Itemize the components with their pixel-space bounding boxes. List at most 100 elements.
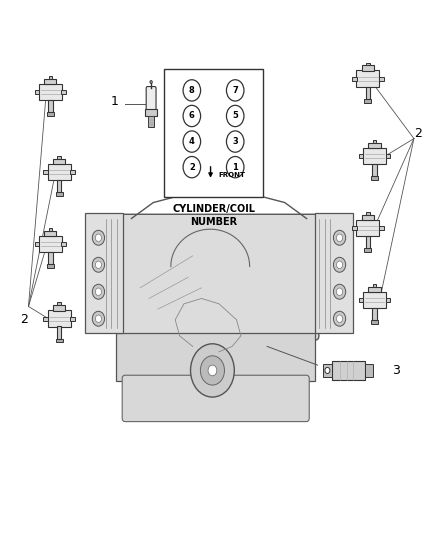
- Circle shape: [183, 157, 201, 178]
- Circle shape: [191, 344, 234, 397]
- Bar: [364, 99, 371, 102]
- Bar: [366, 63, 370, 66]
- Bar: [366, 236, 370, 248]
- Bar: [85, 213, 123, 333]
- Bar: [44, 79, 57, 84]
- FancyBboxPatch shape: [119, 214, 319, 340]
- Bar: [368, 287, 381, 292]
- Bar: [352, 77, 357, 81]
- Text: 8: 8: [189, 86, 195, 95]
- Bar: [359, 155, 364, 158]
- Circle shape: [208, 365, 217, 376]
- Text: 6: 6: [189, 111, 195, 120]
- Bar: [362, 66, 374, 71]
- Bar: [352, 227, 357, 230]
- Bar: [332, 361, 365, 379]
- Circle shape: [150, 80, 152, 83]
- Bar: [56, 192, 63, 196]
- Bar: [70, 171, 75, 174]
- Text: 2: 2: [20, 313, 28, 326]
- Circle shape: [92, 311, 105, 326]
- Text: NUMBER: NUMBER: [190, 217, 237, 228]
- Bar: [323, 365, 332, 376]
- Bar: [70, 317, 75, 321]
- Circle shape: [183, 80, 201, 101]
- Circle shape: [226, 157, 244, 178]
- Circle shape: [200, 356, 225, 385]
- Circle shape: [336, 234, 343, 241]
- Text: 5: 5: [232, 111, 238, 120]
- Circle shape: [92, 284, 105, 299]
- Bar: [373, 284, 376, 287]
- Circle shape: [333, 230, 346, 245]
- Bar: [372, 308, 377, 320]
- FancyBboxPatch shape: [363, 292, 386, 308]
- Circle shape: [95, 234, 102, 241]
- Text: CYLINDER/COIL: CYLINDER/COIL: [172, 204, 255, 214]
- Circle shape: [226, 106, 244, 127]
- Circle shape: [95, 288, 102, 295]
- Bar: [44, 231, 57, 236]
- Bar: [366, 212, 370, 215]
- Circle shape: [226, 80, 244, 101]
- Circle shape: [336, 261, 343, 269]
- Text: 3: 3: [392, 364, 400, 377]
- Bar: [371, 176, 378, 180]
- Text: 1: 1: [232, 163, 238, 172]
- Bar: [373, 140, 376, 143]
- Circle shape: [325, 367, 330, 374]
- Bar: [53, 305, 65, 311]
- Bar: [372, 164, 377, 176]
- Bar: [145, 109, 157, 116]
- Text: 7: 7: [232, 86, 238, 95]
- Text: 2: 2: [189, 163, 195, 172]
- Circle shape: [183, 131, 201, 152]
- Text: 4: 4: [189, 137, 195, 146]
- Bar: [366, 86, 370, 99]
- Bar: [56, 338, 63, 342]
- FancyBboxPatch shape: [357, 70, 379, 87]
- Bar: [385, 155, 390, 158]
- Bar: [47, 264, 54, 268]
- Bar: [61, 91, 66, 94]
- Bar: [57, 180, 61, 192]
- FancyBboxPatch shape: [48, 310, 71, 327]
- Text: FRONT: FRONT: [218, 172, 245, 178]
- Bar: [371, 320, 378, 324]
- Bar: [47, 112, 54, 116]
- Bar: [57, 156, 61, 159]
- Circle shape: [92, 257, 105, 272]
- Text: 2: 2: [414, 127, 422, 140]
- Text: 3: 3: [232, 137, 238, 146]
- Bar: [359, 298, 364, 302]
- Bar: [368, 143, 381, 148]
- Bar: [365, 364, 373, 377]
- Circle shape: [333, 257, 346, 272]
- Bar: [379, 227, 384, 230]
- Bar: [148, 116, 154, 127]
- Bar: [364, 248, 371, 252]
- Circle shape: [336, 315, 343, 322]
- Bar: [164, 69, 263, 197]
- FancyBboxPatch shape: [39, 236, 62, 252]
- Circle shape: [92, 230, 105, 245]
- FancyBboxPatch shape: [39, 84, 62, 100]
- Bar: [48, 252, 53, 264]
- Bar: [35, 91, 39, 94]
- FancyBboxPatch shape: [363, 148, 386, 164]
- Bar: [61, 243, 66, 246]
- Circle shape: [336, 288, 343, 295]
- Circle shape: [95, 261, 102, 269]
- Bar: [35, 243, 39, 246]
- Circle shape: [226, 131, 244, 152]
- Circle shape: [183, 106, 201, 127]
- Bar: [385, 298, 390, 302]
- Bar: [43, 317, 48, 321]
- Bar: [116, 333, 315, 381]
- Bar: [379, 77, 384, 81]
- Circle shape: [95, 315, 102, 322]
- Bar: [49, 76, 52, 79]
- Bar: [49, 228, 52, 231]
- Bar: [57, 303, 61, 305]
- Circle shape: [333, 311, 346, 326]
